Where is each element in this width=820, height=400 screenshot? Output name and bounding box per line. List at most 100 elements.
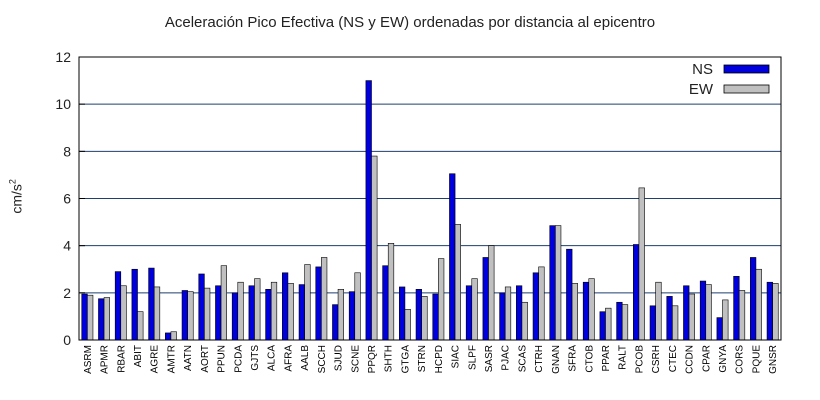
x-tick-label: SASR xyxy=(484,345,495,372)
bar-ew xyxy=(337,288,344,341)
bar-ew xyxy=(755,268,762,341)
bar-ns xyxy=(633,244,640,341)
x-tick-label: PCDA xyxy=(233,345,244,373)
bar-ew xyxy=(705,284,712,341)
bar-ns xyxy=(666,296,673,341)
y-axis-ticks: 0 2 4 6 8 10 12 xyxy=(55,49,85,348)
bar-ew xyxy=(321,257,328,341)
x-tick-label: STRN xyxy=(417,345,428,372)
x-tick-label: HCPD xyxy=(434,345,445,373)
bar-ns xyxy=(683,285,690,341)
bar-ns xyxy=(582,281,590,341)
bar-ns xyxy=(649,305,656,341)
grid-lines xyxy=(79,103,781,294)
bar-ew xyxy=(120,285,127,341)
x-axis-ticks: ASRM APMR RBAR ABIT AGRE AMTR AATN AORT PPUN PCDA… xyxy=(83,345,779,374)
bar-ew xyxy=(254,278,261,341)
bar-ns xyxy=(231,292,239,341)
bar-ew xyxy=(588,278,595,341)
bar-ew xyxy=(103,297,110,341)
bar-ew xyxy=(354,272,361,341)
bar-ew xyxy=(204,287,211,341)
bar-ew xyxy=(287,283,294,341)
bar-ew xyxy=(605,307,612,341)
x-tick-label: AORT xyxy=(200,345,211,373)
bar-ns xyxy=(148,267,155,341)
y-tick-label: 2 xyxy=(63,285,71,301)
bar-ns xyxy=(699,280,707,341)
bar-ew xyxy=(270,281,278,341)
x-tick-label: GNYA xyxy=(718,345,729,373)
bar-ns xyxy=(265,288,272,341)
x-tick-label: AGRE xyxy=(150,345,161,374)
bar-ew xyxy=(538,266,545,341)
x-tick-label: GNAN xyxy=(551,345,562,374)
x-tick-label: APMR xyxy=(100,345,111,374)
y-tick-label: 8 xyxy=(63,143,71,159)
x-tick-label: RALT xyxy=(618,345,629,370)
x-tick-label: PPAR xyxy=(601,345,612,372)
y-tick-label: 4 xyxy=(63,238,71,254)
x-tick-label: AFRA xyxy=(283,345,294,372)
bar-ew xyxy=(187,291,194,341)
bars xyxy=(81,80,779,341)
bar-ns xyxy=(733,276,740,341)
x-tick-label: SFRA xyxy=(568,345,579,372)
bar-ns xyxy=(98,298,105,341)
x-tick-label: SHTH xyxy=(384,345,395,372)
bar-ew xyxy=(638,187,645,341)
bar-ns xyxy=(131,268,138,341)
bar-ew xyxy=(371,155,378,341)
legend-label: EW xyxy=(689,81,714,98)
bar-ns xyxy=(114,271,122,341)
x-tick-label: RBAR xyxy=(116,345,127,373)
x-tick-label: CTOB xyxy=(584,345,595,373)
bar-ew xyxy=(504,286,512,341)
bar-ns xyxy=(499,292,506,341)
bar-ns xyxy=(399,286,406,341)
bar-ns xyxy=(766,281,773,341)
x-tick-label: SJUD xyxy=(334,345,345,371)
bar-ns xyxy=(332,304,339,341)
y-tick-label: 0 xyxy=(63,332,71,348)
bar-ns xyxy=(215,285,222,341)
bar-ew xyxy=(488,245,495,341)
legend-swatch xyxy=(723,64,770,74)
bar-ns xyxy=(415,288,422,341)
bar-ns xyxy=(282,272,289,341)
bar-ew xyxy=(237,281,244,341)
x-tick-label: GJTS xyxy=(250,345,261,371)
bar-ew xyxy=(304,264,311,341)
x-tick-label: CTRH xyxy=(534,345,545,373)
bar-ew xyxy=(421,296,428,341)
bar-ns xyxy=(348,291,356,341)
bar-ns xyxy=(599,311,606,341)
bar-ew xyxy=(220,265,227,341)
bar-ew xyxy=(137,311,144,341)
y-tick-label: 6 xyxy=(63,191,71,207)
x-tick-label: CPAR xyxy=(701,345,712,372)
y-tick-label: 12 xyxy=(55,49,71,65)
legend: NS EW xyxy=(689,61,770,98)
bar-ns xyxy=(181,290,188,341)
bar-ns xyxy=(315,266,322,341)
bar-ns xyxy=(248,285,255,341)
bar-ns xyxy=(532,272,539,341)
bar-ns xyxy=(198,273,205,341)
x-tick-label: PJAC xyxy=(501,345,512,371)
bar-ns xyxy=(750,257,757,341)
x-tick-label: SCNE xyxy=(350,345,361,373)
x-tick-label: SCAS xyxy=(517,345,528,373)
x-tick-label: PCOB xyxy=(634,345,645,374)
legend-label: NS xyxy=(692,61,713,78)
bar-ew xyxy=(438,258,445,341)
bar-ns xyxy=(365,80,372,341)
bar-ns xyxy=(165,332,172,341)
x-tick-label: ALCA xyxy=(267,345,278,371)
bar-ns xyxy=(616,301,623,341)
bar-ew xyxy=(170,331,177,341)
x-tick-label: GNSR xyxy=(768,345,779,374)
x-tick-label: AALB xyxy=(300,345,311,371)
bar-ns xyxy=(449,173,456,341)
bar-ew xyxy=(521,301,528,341)
